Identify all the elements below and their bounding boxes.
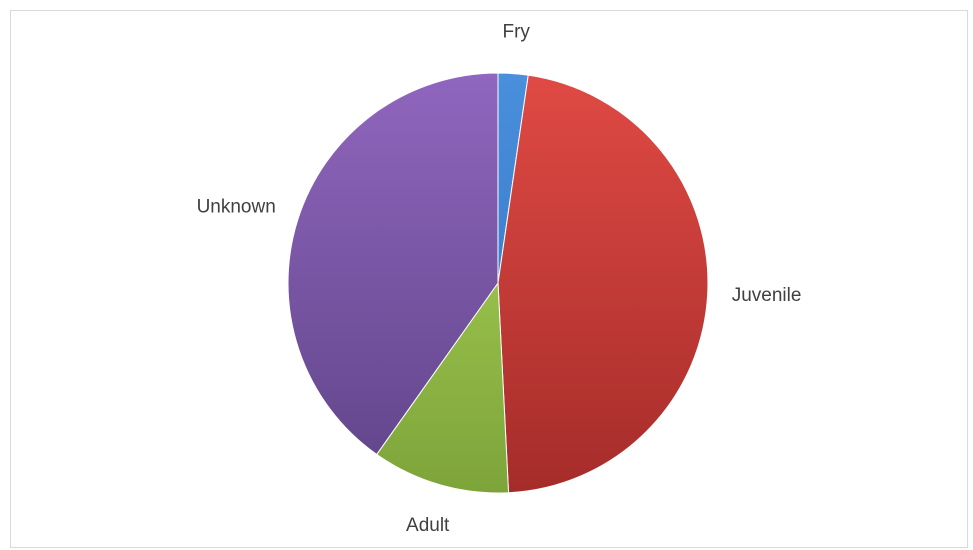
pie-labels: Fry Juvenile Adult Unknown — [197, 22, 802, 536]
pie-slice-juvenile — [497, 74, 709, 494]
pie-label-adult: Adult — [406, 515, 450, 536]
pie-slices — [287, 72, 709, 494]
pie-slice-adult — [376, 281, 510, 494]
pie-label-juvenile: Juvenile — [732, 285, 802, 306]
pie-label-unknown: Unknown — [197, 197, 276, 218]
pie-label-fry: Fry — [502, 22, 530, 43]
pie-slice-unknown — [287, 72, 499, 456]
